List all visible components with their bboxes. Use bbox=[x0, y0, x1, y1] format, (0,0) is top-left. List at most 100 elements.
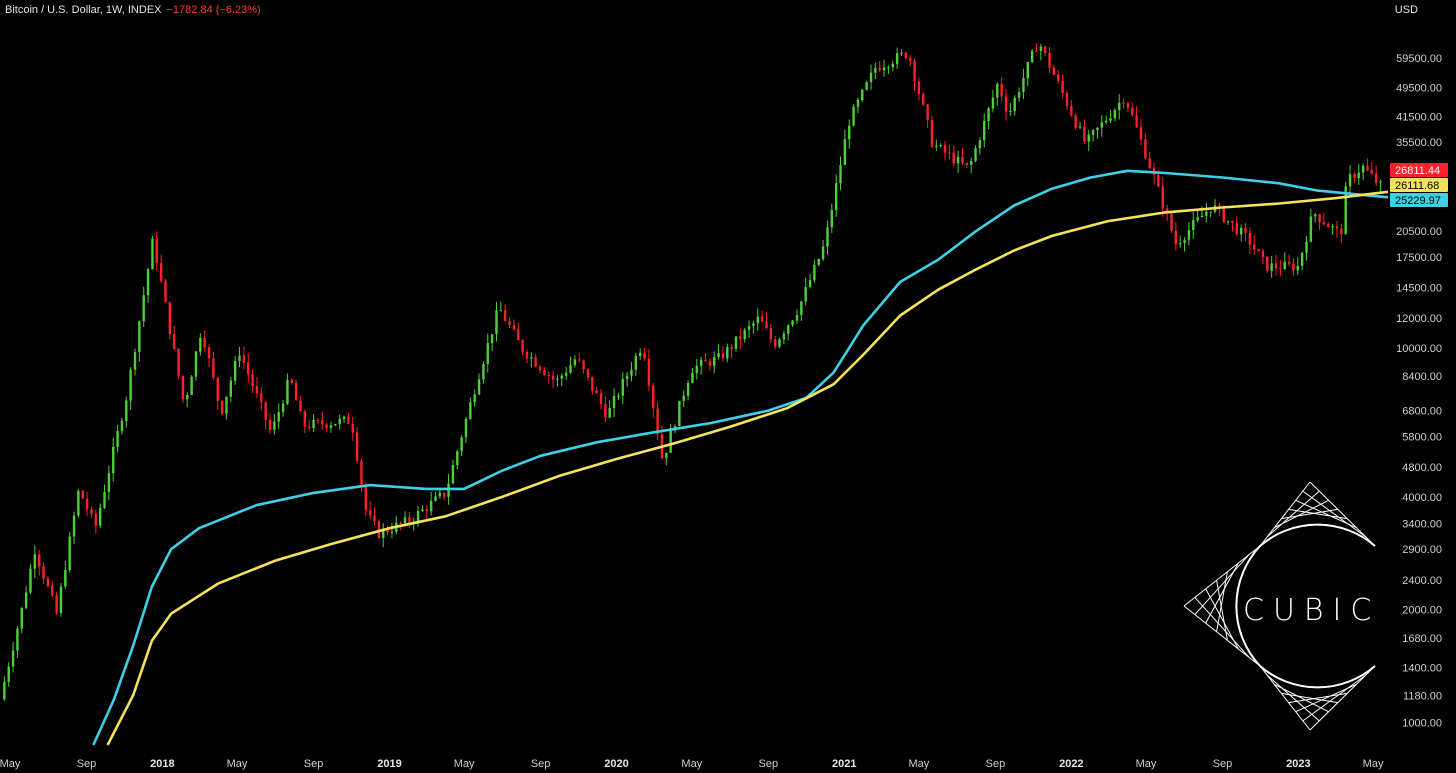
symbol-title: Bitcoin / U.S. Dollar, 1W, INDEX bbox=[5, 4, 162, 16]
candle-up bbox=[987, 108, 990, 121]
candle-down bbox=[1266, 256, 1269, 271]
candle-down bbox=[325, 424, 328, 428]
candle-down bbox=[765, 321, 768, 329]
candle-up bbox=[238, 355, 241, 361]
candle-up bbox=[813, 264, 816, 281]
y-tick-label: 14500.00 bbox=[1396, 282, 1442, 294]
price-badge bbox=[1390, 163, 1448, 177]
candle-up bbox=[900, 52, 903, 54]
candle-up bbox=[678, 400, 681, 427]
candle-down bbox=[652, 385, 655, 409]
candle-down bbox=[1231, 220, 1234, 223]
candle-down bbox=[582, 360, 585, 370]
candle-down bbox=[1279, 268, 1282, 270]
candle-down bbox=[207, 347, 211, 359]
candle-down bbox=[965, 162, 969, 165]
y-tick-label: 4000.00 bbox=[1402, 492, 1442, 504]
candle-down bbox=[1335, 226, 1339, 229]
candle-up bbox=[1013, 97, 1016, 111]
candle-up bbox=[1179, 242, 1182, 245]
cubic-logo-text: CUBIC bbox=[1243, 593, 1380, 628]
candle-down bbox=[773, 339, 777, 347]
candle-up bbox=[77, 490, 80, 516]
candle-up bbox=[865, 82, 868, 90]
candle-down bbox=[656, 408, 659, 435]
time-axis[interactable]: May Sep 2018 May Sep 2019 May Sep 2020 May Sep 2021… bbox=[0, 758, 1384, 770]
x-tick-label: May bbox=[1136, 758, 1157, 770]
x-tick-label: May bbox=[454, 758, 475, 770]
x-tick-label: Sep bbox=[759, 758, 779, 770]
candle-up bbox=[229, 380, 233, 397]
candle-up bbox=[1100, 122, 1104, 128]
candle-up bbox=[686, 382, 690, 396]
candle-up bbox=[1348, 174, 1352, 187]
candle-up bbox=[112, 446, 115, 474]
price-badge-label: 26811.44 bbox=[1395, 165, 1440, 177]
candle-down bbox=[708, 361, 712, 366]
candle-up bbox=[756, 316, 759, 324]
candle-up bbox=[1296, 265, 1299, 271]
moving-average-yellow bbox=[106, 190, 1389, 746]
price-axis[interactable]: 59500.0049500.0041500.0035500.0029500.00… bbox=[1396, 53, 1442, 730]
candle-up bbox=[556, 378, 559, 380]
x-tick-label: 2021 bbox=[832, 758, 856, 770]
candle-up bbox=[486, 342, 489, 365]
y-tick-label: 8400.00 bbox=[1402, 371, 1442, 383]
candle-down bbox=[303, 411, 307, 427]
candle-up bbox=[116, 431, 119, 447]
logo-string bbox=[1288, 692, 1348, 704]
candle-up bbox=[1109, 118, 1112, 121]
candle-down bbox=[908, 57, 912, 61]
candle-up bbox=[935, 145, 938, 147]
candle-down bbox=[368, 510, 372, 516]
candle-up bbox=[438, 492, 442, 497]
candle-down bbox=[1074, 115, 1077, 128]
candle-down bbox=[1340, 228, 1343, 235]
candle-up bbox=[1009, 110, 1012, 112]
candle-up bbox=[634, 355, 638, 370]
candle-up bbox=[1300, 252, 1304, 266]
candle-down bbox=[508, 321, 511, 326]
candle-down bbox=[216, 377, 219, 401]
candle-up bbox=[103, 491, 106, 508]
logo-string bbox=[1266, 674, 1320, 722]
logo-string bbox=[1194, 554, 1250, 615]
x-tick-label: 2022 bbox=[1059, 758, 1083, 770]
candle-up bbox=[617, 395, 620, 397]
candle-up bbox=[334, 424, 337, 426]
candle-up bbox=[429, 500, 433, 512]
candle-up bbox=[1113, 110, 1117, 119]
candle-down bbox=[1004, 96, 1008, 112]
candle-down bbox=[377, 521, 381, 538]
candle-up bbox=[800, 301, 803, 316]
candle-up bbox=[382, 528, 385, 538]
candle-up bbox=[573, 359, 577, 366]
candle-up bbox=[625, 375, 629, 380]
candle-up bbox=[939, 144, 942, 146]
candle-down bbox=[922, 94, 925, 105]
candle-up bbox=[495, 310, 498, 335]
candle-up bbox=[530, 357, 533, 359]
candle-down bbox=[517, 329, 520, 341]
candle-up bbox=[608, 408, 611, 418]
logo-string bbox=[1274, 683, 1329, 713]
logo-string bbox=[1302, 674, 1367, 722]
candle-up bbox=[194, 351, 198, 377]
candle-down bbox=[586, 369, 590, 377]
candle-up bbox=[482, 364, 485, 380]
candle-up bbox=[861, 89, 864, 101]
currency-label: USD bbox=[1394, 4, 1418, 16]
candle-down bbox=[85, 498, 89, 510]
candle-down bbox=[1244, 227, 1247, 233]
x-tick-label: Sep bbox=[986, 758, 1006, 770]
candle-down bbox=[242, 355, 246, 363]
candle-down bbox=[1122, 102, 1125, 104]
candle-down bbox=[503, 310, 507, 322]
candle-up bbox=[499, 310, 503, 312]
candle-up bbox=[125, 400, 128, 422]
candle-up bbox=[390, 531, 394, 533]
candle-down bbox=[739, 336, 742, 340]
candle-down bbox=[904, 52, 908, 58]
candle-up bbox=[630, 369, 633, 376]
